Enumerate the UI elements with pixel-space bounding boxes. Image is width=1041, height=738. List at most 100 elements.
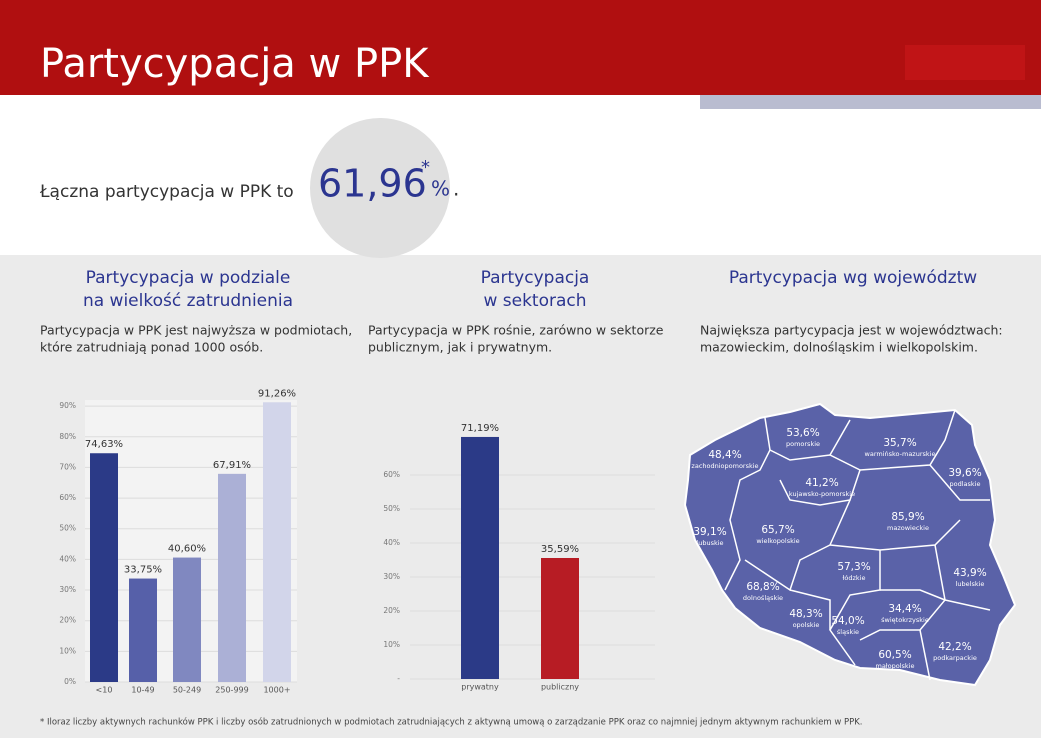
bar	[461, 436, 499, 679]
value-label: 40,60%	[168, 544, 206, 555]
value-label: 33,75%	[124, 565, 162, 576]
header-accent	[905, 45, 1025, 80]
page-title: Partycypacja w PPK	[40, 41, 430, 87]
region-name: lubuskie	[696, 539, 723, 547]
y-tick-label: 40%	[383, 538, 400, 547]
header-band	[0, 0, 1041, 95]
x-tick-label: 1000+	[263, 686, 290, 695]
y-tick-label: 80%	[59, 432, 76, 441]
bar	[90, 453, 118, 682]
y-tick-label: 60%	[383, 470, 400, 479]
region-value: 68,8%	[746, 581, 779, 593]
region-name: warmińsko-mazurskie	[865, 450, 936, 458]
summary-lead: Łączna partycypacja w PPK to	[39, 182, 294, 202]
x-tick-label: <10	[96, 686, 113, 695]
y-tick-label: 10%	[383, 640, 400, 649]
bar	[541, 557, 579, 679]
value-label: 35,59%	[541, 544, 579, 555]
region-name: świętokrzyskie	[881, 616, 929, 624]
highlight-circle	[310, 118, 450, 258]
summary-band	[0, 109, 1041, 255]
summary-asterisk: *	[421, 157, 430, 178]
bar	[218, 473, 246, 682]
region-value: 35,7%	[883, 437, 916, 449]
section-text: Największa partycypacja jest w województ…	[700, 323, 1003, 338]
value-label: 91,26%	[258, 388, 296, 399]
region-value: 42,2%	[938, 641, 971, 653]
bar	[129, 578, 157, 682]
y-tick-label: 70%	[59, 462, 76, 471]
region-value: 39,1%	[693, 526, 726, 538]
region-name: podkarpackie	[933, 654, 977, 662]
map-border	[829, 519, 961, 551]
y-tick-label: -	[397, 674, 400, 683]
value-label: 67,91%	[213, 460, 251, 471]
region-name: pomorskie	[786, 440, 820, 448]
region-value: 60,5%	[878, 649, 911, 661]
y-tick-label: 0%	[64, 677, 76, 686]
region-value: 54,0%	[831, 615, 864, 627]
section-title: na wielkość zatrudnienia	[83, 291, 293, 311]
map-border	[929, 464, 990, 501]
section-title: w sektorach	[483, 291, 586, 311]
region-name: kujawsko-pomorskie	[789, 490, 855, 498]
region-value: 48,3%	[789, 608, 822, 620]
section-text: publicznym, jak i prywatnym.	[368, 340, 552, 355]
y-tick-label: 10%	[59, 646, 76, 655]
region-name: mazowieckie	[887, 524, 929, 532]
bar	[173, 557, 201, 682]
header-stripe	[700, 95, 1041, 109]
value-label: 71,19%	[461, 423, 499, 434]
map-border	[859, 589, 947, 641]
y-tick-label: 50%	[59, 524, 76, 533]
section-title: Partycypacja wg województw	[729, 268, 977, 288]
section-text: mazowieckim, dolnośląskim i wielkopolski…	[700, 340, 978, 355]
region-name: opolskie	[793, 621, 820, 629]
region-value: 39,6%	[948, 467, 981, 479]
region-value: 85,9%	[891, 511, 924, 523]
x-tick-label: 50-249	[173, 686, 201, 695]
section-text: Partycypacja w PPK jest najwyższa w podm…	[40, 323, 352, 338]
map-border	[769, 449, 861, 506]
section-title: Partycypacja	[481, 268, 590, 288]
y-tick-label: 30%	[59, 585, 76, 594]
value-label: 74,63%	[85, 439, 123, 450]
region-name: lubelskie	[956, 580, 985, 588]
section-text: Partycypacja w PPK rośnie, zarówno w sek…	[368, 323, 664, 338]
region-value: 34,4%	[888, 603, 921, 615]
summary-end: .	[453, 177, 459, 201]
region-name: śląskie	[837, 628, 859, 636]
region-name: wielkopolskie	[756, 537, 799, 545]
y-tick-label: 90%	[59, 401, 76, 410]
y-tick-label: 20%	[59, 616, 76, 625]
region-name: podlaskie	[950, 480, 981, 488]
y-tick-label: 40%	[59, 554, 76, 563]
region-value: 65,7%	[761, 524, 794, 536]
bar	[263, 402, 291, 682]
map-border	[829, 550, 881, 666]
region-value: 41,2%	[805, 477, 838, 489]
y-tick-label: 30%	[383, 572, 400, 581]
region-name: małopolskie	[875, 662, 914, 670]
header-stripe-white	[0, 95, 700, 109]
map-border	[859, 409, 956, 471]
map-border	[919, 629, 931, 681]
region-name: dolnośląskie	[743, 594, 783, 602]
summary-value: 61,96	[318, 162, 427, 206]
map-border	[829, 419, 851, 456]
map-border	[789, 589, 831, 630]
region-value: 48,4%	[708, 449, 741, 461]
section-text: które zatrudniają ponad 1000 osób.	[40, 340, 263, 355]
y-tick-label: 50%	[383, 504, 400, 513]
y-tick-label: 60%	[59, 493, 76, 502]
summary-unit: %	[431, 177, 450, 201]
region-name: zachodniopomorskie	[691, 462, 758, 470]
x-tick-label: publiczny	[541, 683, 579, 692]
x-tick-label: prywatny	[461, 683, 499, 692]
x-tick-label: 10-49	[131, 686, 154, 695]
y-tick-label: 20%	[383, 606, 400, 615]
footnote: * Iloraz liczby aktywnych rachunków PPK …	[40, 717, 863, 728]
region-value: 43,9%	[953, 567, 986, 579]
